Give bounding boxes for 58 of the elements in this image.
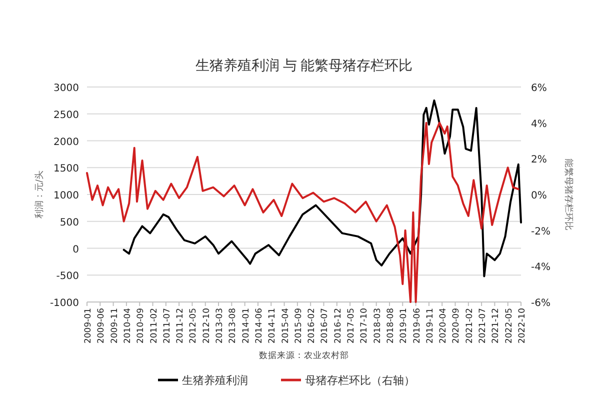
- x-tick-label: 2010-04: [122, 308, 133, 344]
- source-note: 数据来源：农业农村部: [259, 350, 349, 360]
- legend-label: 生猪养殖利润: [182, 374, 248, 387]
- x-tick-label: 2011-02: [149, 308, 160, 344]
- x-tick-label: 2009-06: [96, 308, 107, 344]
- x-tick-label: 2012-05: [188, 308, 199, 344]
- x-tick-label: 2011-07: [162, 308, 172, 344]
- x-tick-label: 2013-03: [215, 308, 226, 344]
- x-tick-label: 2010-09: [136, 308, 146, 344]
- y-tick-label: 500: [60, 217, 79, 228]
- x-tick-label: 2014-06: [254, 308, 264, 344]
- x-tick-label: 2016-07: [320, 308, 330, 344]
- x-tick-label: 2019-01: [399, 308, 410, 344]
- legend-label: 母猪存栏环比（右轴）: [305, 374, 415, 387]
- y2-tick-label: 4%: [531, 118, 547, 130]
- x-tick-label: 2021-07: [478, 308, 488, 344]
- y-tick-label: 0: [72, 244, 79, 256]
- line-series: [122, 99, 522, 278]
- chart-title: 生猪养殖利润 与 能繁母猪存栏环比: [196, 58, 412, 74]
- y-tick-label: -500: [56, 271, 79, 282]
- x-tick-label: 2022-10: [518, 308, 528, 344]
- y-tick-label: -1000: [50, 298, 79, 309]
- y-tick-label: 2000: [54, 136, 79, 148]
- y2-tick-label: 2%: [531, 154, 547, 166]
- y-tick-label: 3000: [54, 83, 79, 94]
- x-tick-label: 2018-08: [386, 308, 396, 344]
- y-axis-title: 利润：元/头: [34, 170, 45, 219]
- x-tick-label: 2016-02: [307, 308, 318, 344]
- y2-axis-title: 能繁母猪存栏环比: [563, 158, 574, 230]
- x-tick-label: 2015-04: [280, 308, 291, 344]
- x-tick-label: 2021-12: [491, 308, 502, 344]
- y2-tick-label: -6%: [531, 298, 550, 309]
- y2-tick-label: -4%: [531, 262, 550, 274]
- x-tick-label: 2018-03: [372, 308, 383, 344]
- x-tick-label: 2016-12: [333, 308, 344, 344]
- x-tick-label: 2020-09: [452, 308, 462, 344]
- x-tick-label: 2019-06: [412, 308, 422, 344]
- x-tick-label: 2015-09: [294, 308, 304, 344]
- x-tick-label: 2009-11: [110, 308, 120, 344]
- y2-tick-label: 0%: [531, 190, 547, 202]
- x-tick-label: 2009-01: [84, 308, 94, 344]
- x-tick-label: 2011-12: [176, 308, 186, 344]
- y-tick-label: 1500: [54, 164, 79, 175]
- x-tick-label: 2017-10: [360, 308, 370, 344]
- x-tick-label: 2017-05: [346, 308, 357, 344]
- x-tick-label: 2012-10: [202, 308, 212, 344]
- x-tick-label: 2021-02: [464, 308, 475, 344]
- x-tick-label: 2020-04: [438, 308, 449, 344]
- y2-tick-label: 6%: [531, 83, 547, 94]
- y-tick-label: 2500: [54, 110, 79, 121]
- x-tick-label: 2014-11: [268, 308, 278, 344]
- line-series: [86, 122, 520, 303]
- y2-tick-label: -2%: [531, 226, 550, 238]
- x-tick-label: 2019-11: [425, 308, 436, 344]
- x-tick-label: 2013-08: [228, 308, 238, 344]
- x-tick-label: 2014-01: [241, 308, 252, 344]
- y-tick-label: 1000: [54, 190, 79, 202]
- x-tick-label: 2022-05: [504, 308, 514, 344]
